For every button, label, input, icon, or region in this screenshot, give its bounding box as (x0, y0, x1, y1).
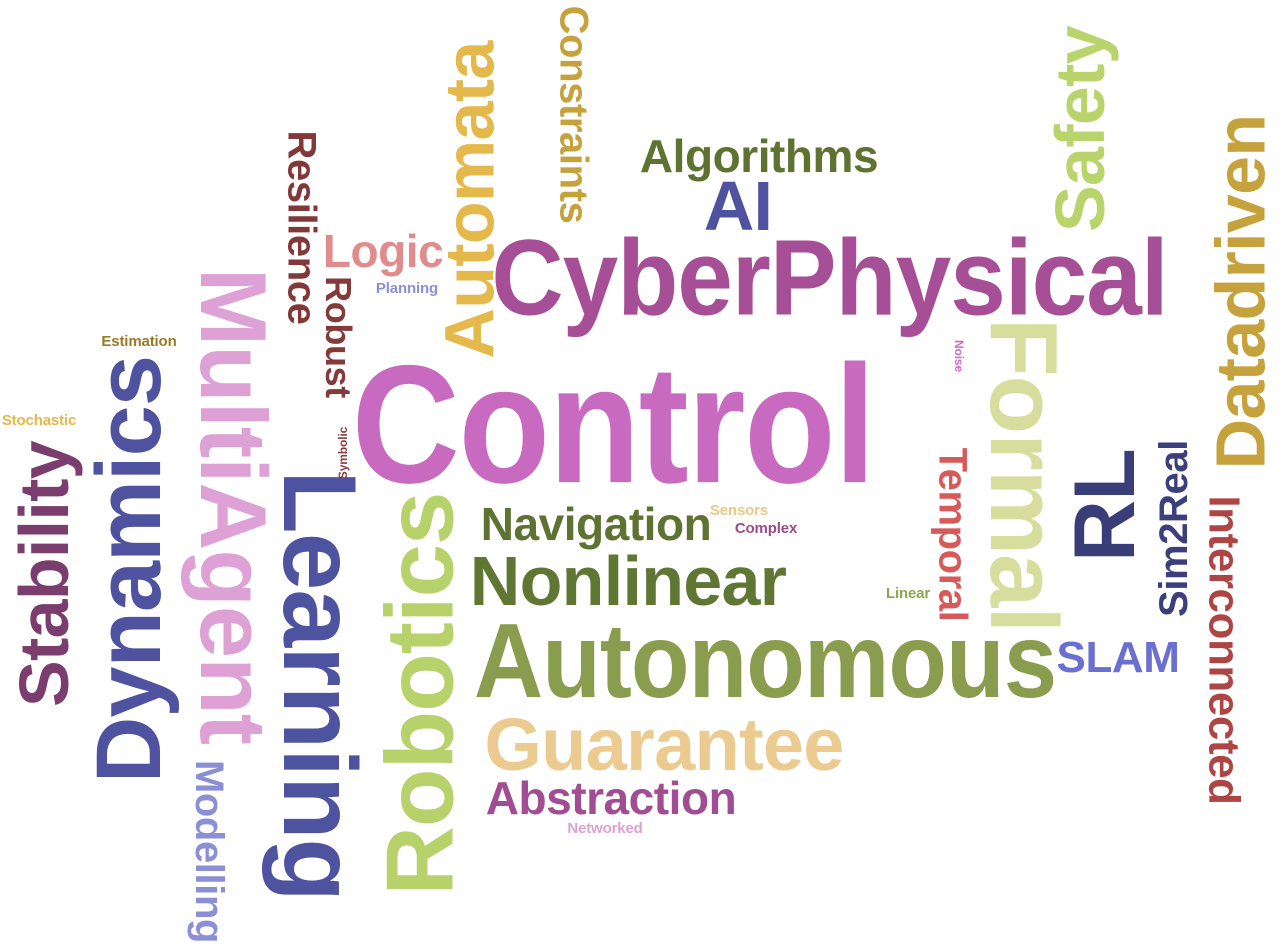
word-estimation: Estimation (100, 331, 178, 351)
word-temporal: Temporal (928, 442, 976, 626)
word-constraints-text: Constraints (551, 5, 596, 223)
word-automata: Automata (431, 41, 509, 358)
word-estimation-text: Estimation (101, 332, 177, 350)
word-robotics: Robotics (366, 492, 473, 895)
word-ai: AI (704, 167, 773, 245)
word-algorithms-text: Algorithms (639, 130, 879, 182)
word-modelling: Modelling (186, 756, 232, 946)
word-datadriven: Datadriven (1201, 115, 1279, 470)
word-rl-text: RL (1056, 448, 1153, 562)
word-constraints: Constraints (550, 0, 596, 228)
word-complex-text: Complex (734, 519, 798, 537)
word-temporal-text: Temporal (930, 447, 975, 621)
word-rl: RL (1057, 449, 1153, 562)
word-control: Control (352, 329, 876, 517)
word-autonomous-text: Autonomous (473, 602, 1057, 721)
word-planning: Planning (372, 278, 442, 298)
word-sim2real-text: Sim2Real (1151, 439, 1196, 617)
word-symbolic-text: Symbolic (336, 426, 351, 480)
word-logic-text: Logic (322, 225, 444, 277)
word-safety: Safety (1041, 26, 1119, 232)
word-abstraction-text: Abstraction (485, 772, 737, 824)
word-dynamics-text: Dynamics (78, 355, 181, 783)
word-stochastic: Stochastic (0, 410, 78, 430)
word-sensors-text: Sensors (709, 501, 769, 519)
word-interconnected: Interconnected (1200, 495, 1250, 805)
word-nonlinear-text: Nonlinear (469, 542, 787, 620)
word-slam-text: SLAM (1056, 633, 1180, 682)
word-nonlinear: Nonlinear (470, 542, 787, 620)
word-robotics-text: Robotics (366, 492, 473, 895)
word-noise: Noise (950, 334, 968, 378)
word-linear: Linear (884, 583, 932, 603)
word-datadriven-text: Datadriven (1201, 114, 1280, 470)
word-ai-text: AI (703, 167, 773, 245)
word-algorithms: Algorithms (640, 130, 879, 182)
word-stochastic-text: Stochastic (1, 411, 77, 429)
word-sim2real: Sim2Real (1150, 436, 1198, 620)
word-navigation: Navigation (481, 498, 712, 550)
word-modelling-text: Modelling (187, 759, 232, 943)
word-stability: Stability (5, 440, 83, 708)
word-safety-text: Safety (1041, 26, 1119, 232)
word-slam: SLAM (1057, 633, 1180, 682)
word-networked: Networked (566, 818, 644, 838)
word-autonomous: Autonomous (474, 603, 1057, 721)
word-sensors: Sensors (708, 500, 770, 520)
word-multiagent: MultiAgent (181, 262, 286, 750)
word-linear-text: Linear (885, 584, 931, 602)
word-logic: Logic (323, 225, 444, 277)
word-networked-text: Networked (567, 819, 643, 837)
word-noise-text: Noise (952, 339, 967, 373)
word-planning-text: Planning (375, 279, 439, 297)
word-interconnected-text: Interconnected (1200, 495, 1250, 805)
word-robust-text: Robust (318, 276, 360, 398)
word-control-text: Control (351, 329, 876, 518)
word-complex: Complex (734, 518, 798, 538)
word-cyberphysical: CyberPhysical (491, 217, 1168, 338)
word-robust: Robust (318, 262, 360, 412)
word-symbolic: Symbolic (334, 420, 352, 486)
word-guarantee: Guarantee (484, 703, 844, 786)
word-dynamics: Dynamics (79, 348, 181, 790)
word-cyberphysical-text: CyberPhysical (491, 216, 1168, 338)
word-automata-text: Automata (431, 41, 510, 359)
word-guarantee-text: Guarantee (484, 702, 844, 786)
word-abstraction: Abstraction (486, 772, 737, 824)
word-multiagent-text: MultiAgent (181, 267, 287, 745)
word-stability-text: Stability (5, 441, 84, 707)
word-navigation-text: Navigation (480, 498, 712, 550)
